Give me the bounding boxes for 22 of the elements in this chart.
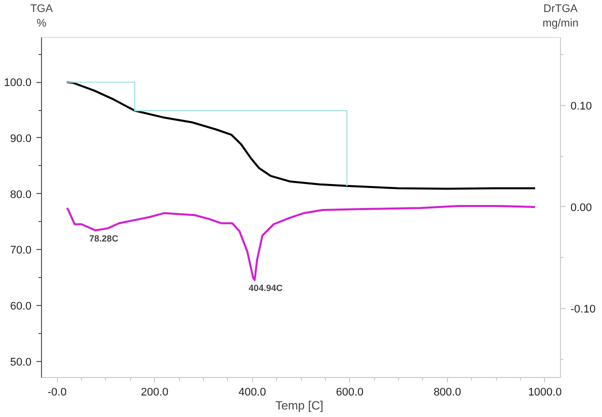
y2-tick-label: 0.00: [570, 202, 592, 214]
line-series: [66, 204, 536, 282]
annotation: 404.94C: [248, 283, 284, 294]
y-axis-title: TGA %: [30, 3, 54, 30]
line-series: [66, 81, 536, 190]
y-tick-label: 90.0: [10, 132, 32, 145]
y-tick-label: 70.0: [10, 244, 32, 257]
x-tick-label: 600.0: [336, 386, 364, 398]
annotation: 78.28C: [89, 233, 119, 244]
x-tick-label: 800.0: [434, 386, 462, 398]
y2-axis-title: DrTGA mg/min: [542, 3, 579, 30]
x-axis-title: Temp [C]: [275, 398, 324, 412]
y2-tick-label: 0.10: [570, 100, 592, 112]
x-tick-label: 200.0: [140, 386, 168, 398]
y-tick-label: 80.0: [10, 188, 32, 201]
y-tick-label: 50.0: [10, 356, 32, 368]
x-tick-label: 1000.0: [528, 386, 562, 398]
x-tick-label: -0.0: [48, 386, 67, 398]
y-tick-label: 60.0: [10, 300, 32, 312]
x-tick-label: 400.0: [238, 386, 266, 398]
y2-tick-label: -0.10: [570, 303, 596, 316]
y-tick-label: 100.0: [4, 77, 32, 90]
